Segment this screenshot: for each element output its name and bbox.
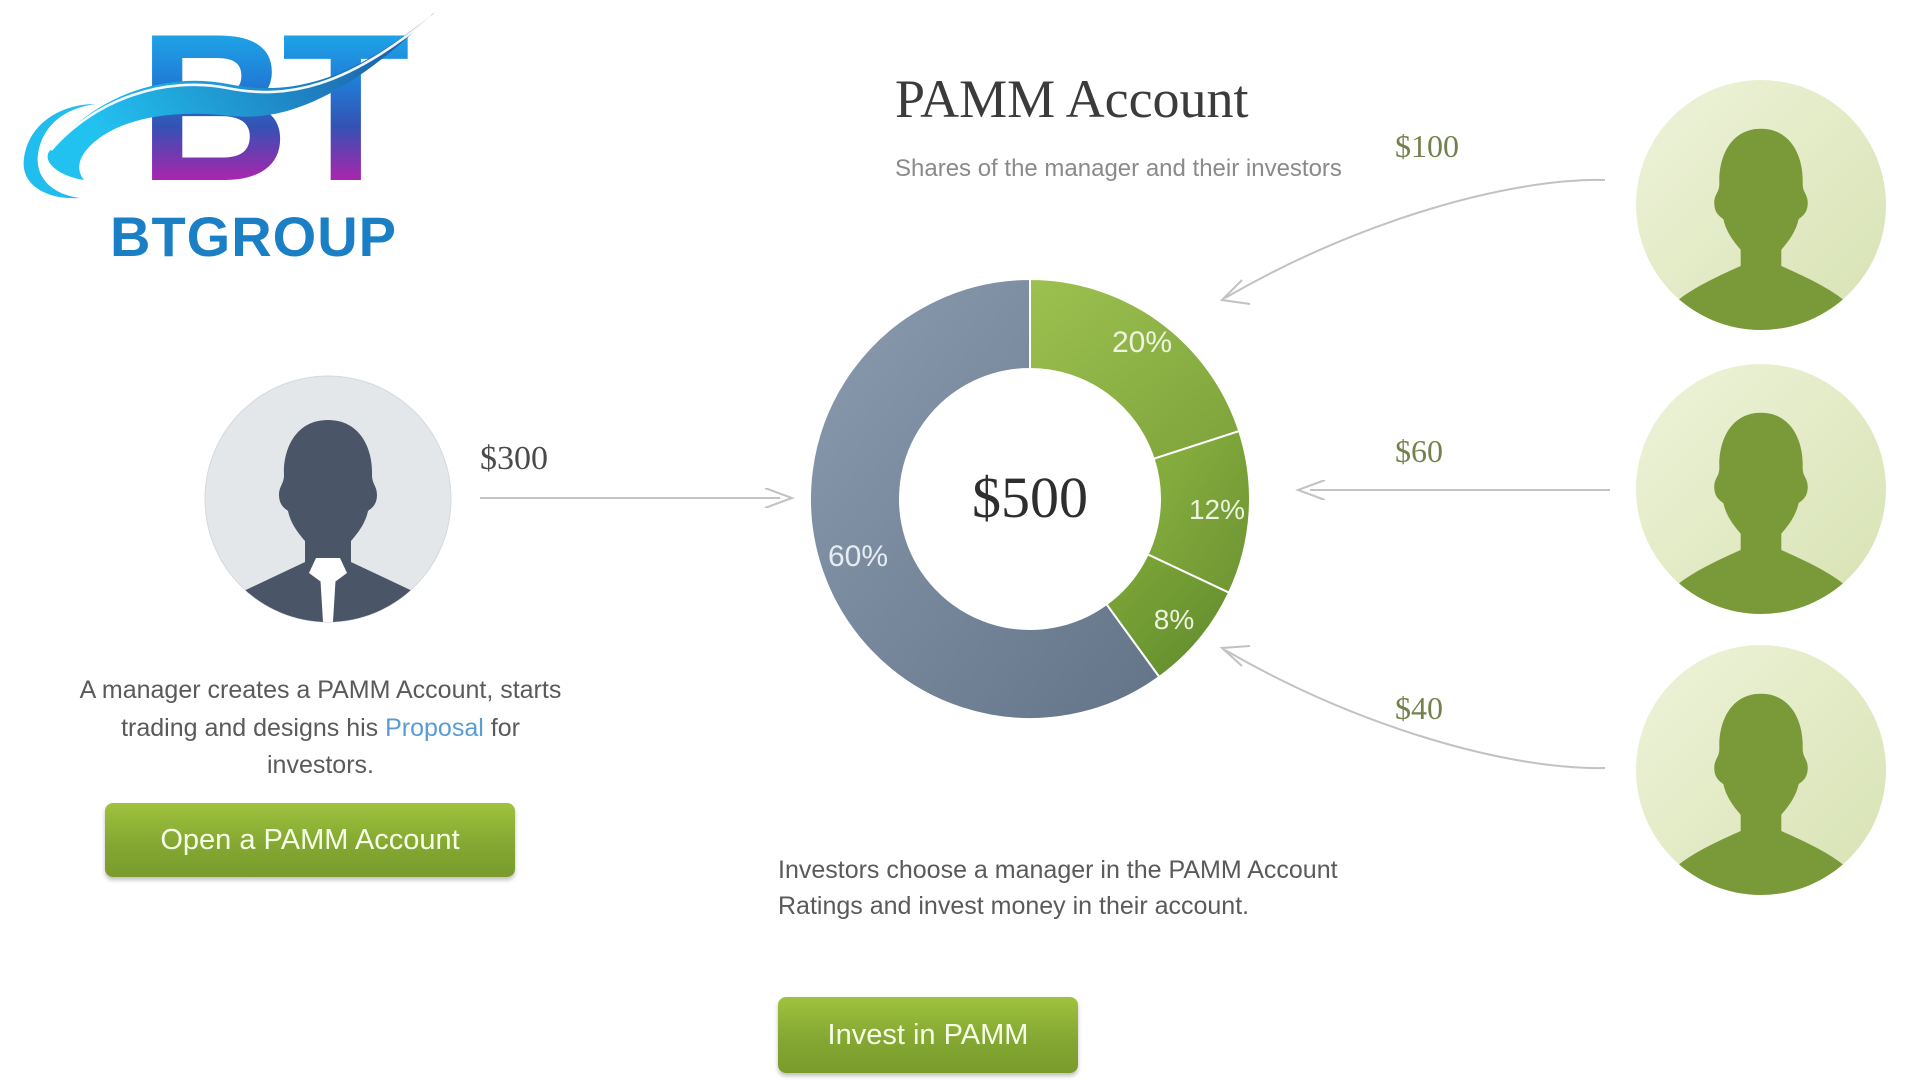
svg-text:20%: 20% <box>1112 326 1172 359</box>
svg-text:$500: $500 <box>972 465 1088 530</box>
svg-text:60%: 60% <box>828 540 888 573</box>
svg-text:12%: 12% <box>1189 494 1245 525</box>
svg-text:8%: 8% <box>1154 604 1194 635</box>
